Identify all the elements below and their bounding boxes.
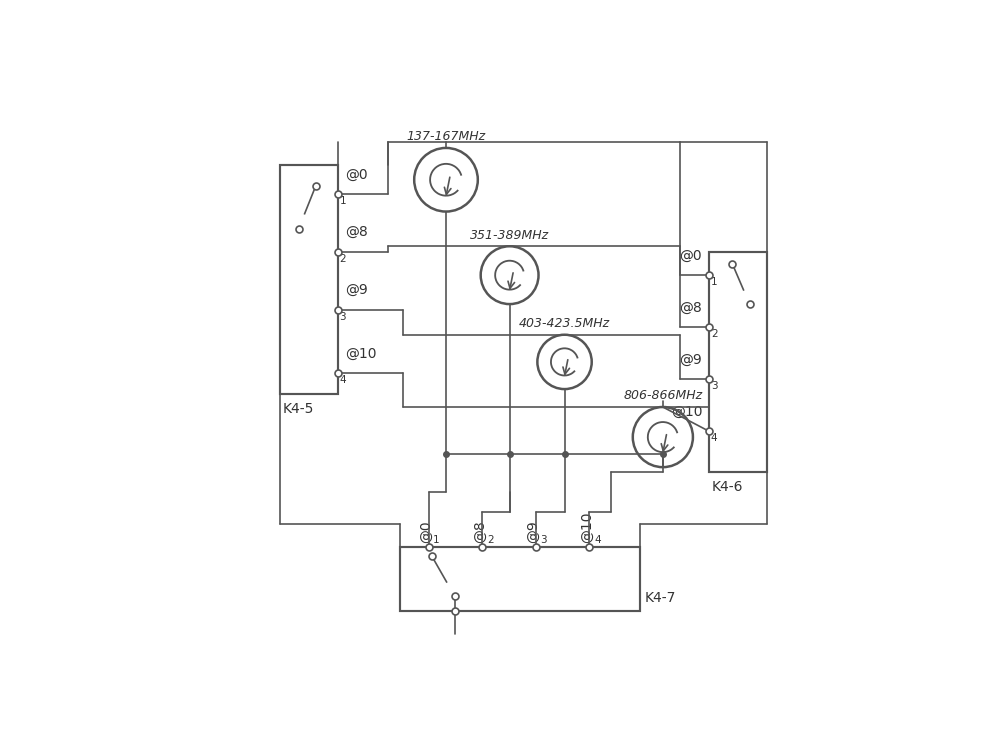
Text: 2: 2	[340, 254, 346, 264]
Text: 2: 2	[711, 329, 717, 339]
Text: 3: 3	[540, 535, 547, 545]
Text: 3: 3	[711, 381, 717, 391]
Text: 1: 1	[711, 277, 717, 287]
Text: @0: @0	[680, 249, 702, 262]
Text: 3: 3	[340, 312, 346, 321]
Text: 4: 4	[711, 433, 717, 443]
Text: 806-866MHz: 806-866MHz	[623, 389, 702, 403]
Text: @9: @9	[679, 352, 702, 366]
Text: @0: @0	[345, 167, 368, 182]
Text: @0: @0	[419, 521, 433, 544]
Bar	[400, 547, 640, 611]
Text: @9: @9	[345, 283, 368, 297]
Text: 1: 1	[340, 196, 346, 206]
Text: 403-423.5MHz: 403-423.5MHz	[519, 317, 610, 330]
Text: 4: 4	[340, 376, 346, 385]
Text: K4-7: K4-7	[644, 591, 676, 605]
Bar	[280, 165, 338, 394]
Text: @8: @8	[679, 300, 702, 315]
Text: @8: @8	[345, 225, 368, 240]
Text: 2: 2	[487, 535, 494, 545]
Bar	[709, 252, 767, 472]
Text: 137-167MHz: 137-167MHz	[406, 131, 486, 143]
Text: @8: @8	[473, 520, 487, 544]
Text: @9: @9	[526, 520, 540, 544]
Text: 351-389MHz: 351-389MHz	[470, 228, 549, 242]
Text: 1: 1	[433, 535, 440, 545]
Text: @10: @10	[345, 347, 377, 360]
Text: @10: @10	[580, 512, 594, 544]
Text: K4-5: K4-5	[283, 403, 314, 416]
Text: @10: @10	[671, 405, 702, 418]
Text: K4-6: K4-6	[712, 481, 744, 494]
Text: 4: 4	[594, 535, 601, 545]
